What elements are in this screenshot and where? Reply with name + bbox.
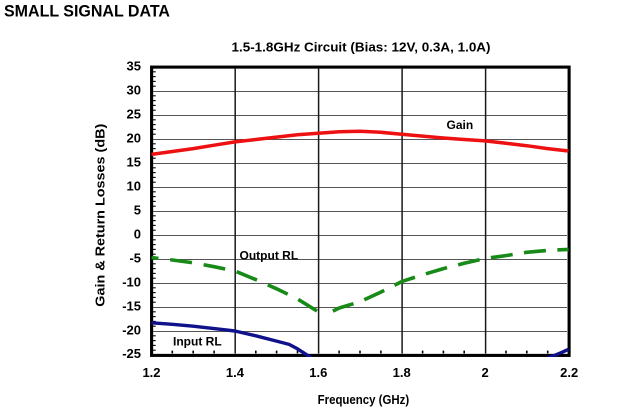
svg-text:-25: -25 — [122, 346, 141, 361]
svg-text:1.6: 1.6 — [309, 365, 327, 380]
svg-text:0: 0 — [134, 227, 141, 242]
svg-text:-10: -10 — [122, 275, 141, 290]
svg-text:2.2: 2.2 — [560, 365, 578, 380]
svg-text:Frequency (GHz): Frequency (GHz) — [318, 392, 410, 407]
svg-text:Gain: Gain — [447, 118, 474, 132]
svg-text:1.2: 1.2 — [142, 365, 160, 380]
svg-text:5: 5 — [134, 203, 141, 218]
svg-text:Output RL: Output RL — [240, 249, 299, 263]
svg-text:30: 30 — [127, 83, 141, 98]
svg-text:1.5-1.8GHz Circuit (Bias: 12V,: 1.5-1.8GHz Circuit (Bias: 12V, 0.3A, 1.0… — [232, 40, 491, 55]
svg-text:10: 10 — [127, 179, 141, 194]
svg-text:35: 35 — [127, 59, 141, 74]
svg-text:Input RL: Input RL — [173, 335, 222, 349]
svg-text:1.4: 1.4 — [226, 365, 245, 380]
svg-text:SMALL SIGNAL DATA: SMALL SIGNAL DATA — [4, 2, 170, 21]
svg-text:2: 2 — [481, 365, 488, 380]
svg-text:1.8: 1.8 — [393, 365, 411, 380]
svg-text:25: 25 — [127, 107, 141, 122]
svg-text:-5: -5 — [129, 251, 141, 266]
svg-text:-15: -15 — [122, 299, 141, 314]
svg-text:15: 15 — [127, 155, 141, 170]
svg-text:20: 20 — [127, 131, 141, 146]
svg-text:Gain & Return Losses (dB): Gain & Return Losses (dB) — [92, 124, 107, 307]
svg-text:-20: -20 — [122, 323, 141, 338]
